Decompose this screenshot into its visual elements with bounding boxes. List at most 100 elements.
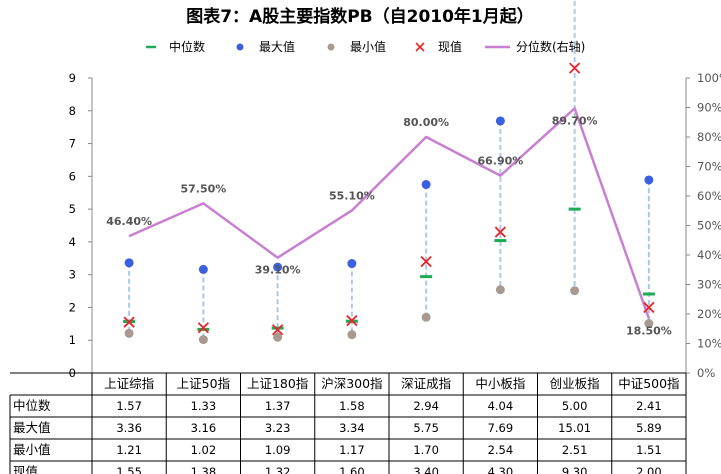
right-tick-label: 100% — [697, 71, 721, 85]
category-label: 上证180指 — [247, 376, 308, 391]
category-label: 创业板指 — [550, 376, 600, 391]
left-tick-label: 8 — [69, 104, 76, 118]
axis-ticks: 01234567890%10%20%30%40%50%60%70%80%90%1… — [69, 71, 721, 380]
left-tick-label: 5 — [69, 202, 76, 216]
left-tick-label: 4 — [69, 235, 76, 249]
table-cell: 3.40 — [413, 465, 439, 474]
table-cell: 5.00 — [562, 399, 588, 413]
left-tick-label: 7 — [69, 137, 76, 151]
legend-min-marker — [327, 43, 335, 51]
percentile-data-label: 46.40% — [106, 215, 152, 228]
table-row-label: 现值 — [13, 464, 38, 474]
table-cell: 1.55 — [116, 465, 142, 474]
min-point — [421, 312, 431, 322]
category-label: 沪深300指 — [321, 376, 382, 391]
table-cell: 1.57 — [116, 399, 142, 413]
table-cell: 1.32 — [265, 465, 291, 474]
right-tick-label: 40% — [697, 248, 721, 262]
percentile-data-label: 39.10% — [255, 264, 301, 277]
max-point — [495, 116, 505, 126]
table-cell: 2.54 — [488, 443, 514, 457]
percentile-data-label: 89.70% — [552, 114, 598, 127]
category-label: 中证500指 — [618, 376, 679, 391]
current-marker — [568, 62, 581, 74]
right-tick-label: 10% — [697, 337, 721, 351]
current-marker — [494, 226, 507, 238]
legend-max-label: 最大值 — [259, 39, 295, 54]
percentile-line — [128, 107, 651, 319]
table-cell: 1.51 — [636, 443, 662, 457]
table-cell: 3.16 — [191, 421, 217, 435]
table-cell: 1.09 — [265, 443, 291, 457]
legend-current-label: 现值 — [438, 39, 462, 54]
category-label: 上证50指 — [177, 376, 230, 391]
current-marker — [271, 324, 284, 336]
right-tick-label: 50% — [697, 219, 721, 233]
table-cell: 1.58 — [339, 399, 365, 413]
min-point — [347, 330, 357, 340]
table-cell: 2.94 — [413, 399, 439, 413]
table-row-label: 中位数 — [13, 398, 51, 413]
table-cell: 1.17 — [339, 443, 365, 457]
min-point — [644, 319, 654, 329]
legend-min-label: 最小值 — [350, 39, 386, 54]
legend-percentile-label: 分位数(右轴) — [516, 39, 585, 54]
current-marker — [197, 322, 210, 334]
percentile-data-label: 57.50% — [180, 182, 226, 195]
table-cell: 3.36 — [116, 421, 142, 435]
category-label: 中小板指 — [475, 376, 525, 391]
legend: 中位数 最大值 最小值 现值 分位数(右轴) — [146, 39, 585, 54]
right-tick-label: 30% — [697, 278, 721, 292]
percentile-data-label: 55.10% — [329, 189, 375, 202]
left-tick-label: 2 — [69, 300, 76, 314]
left-tick-label: 6 — [69, 169, 76, 183]
legend-current-marker — [415, 42, 425, 52]
chart-title: 图表7：A股主要指数PB（自2010年1月起） — [186, 6, 534, 27]
max-point — [198, 264, 208, 274]
left-tick-label: 1 — [69, 333, 76, 347]
current-marker — [123, 316, 135, 328]
legend-max-marker — [236, 43, 244, 51]
right-tick-label: 60% — [697, 189, 721, 203]
table-cell: 5.89 — [636, 421, 662, 435]
current-marker — [643, 301, 655, 314]
category-label: 深证成指 — [401, 376, 451, 391]
table-cell: 15.01 — [558, 421, 591, 435]
table-cell: 1.37 — [265, 399, 291, 413]
table-cell: 3.23 — [265, 421, 291, 435]
table-cell: 1.33 — [191, 399, 217, 413]
table-cell: 5.75 — [413, 421, 439, 435]
table-cell: 1.21 — [116, 443, 142, 457]
min-point — [273, 332, 283, 342]
max-point — [273, 262, 283, 272]
right-tick-label: 20% — [697, 307, 721, 321]
table-cell: 4.30 — [488, 465, 514, 474]
right-tick-label: 70% — [697, 160, 721, 174]
table-cell: 1.02 — [191, 443, 217, 457]
percentile-data-label: 66.90% — [477, 155, 523, 168]
table-cell: 1.38 — [191, 465, 217, 474]
percentile-data-label: 18.50% — [626, 324, 672, 337]
left-tick-label: 3 — [69, 268, 76, 282]
table-cell: 3.34 — [339, 421, 365, 435]
data-table: 上证综指 上证50指 上证180指 沪深300指 深证成指 中小板指 创业板指 中证500指中… — [9, 372, 687, 474]
table-cell: 1.60 — [339, 465, 365, 474]
percentile-data-label: 80.00% — [403, 116, 449, 129]
table-cell: 2.51 — [562, 443, 588, 457]
table-cell: 2.41 — [636, 399, 662, 413]
max-point — [347, 259, 357, 269]
current-marker — [346, 314, 358, 327]
table-row-label: 最大值 — [13, 420, 51, 435]
min-point — [495, 285, 505, 295]
min-point — [570, 286, 580, 296]
table-row-label: 最小值 — [13, 442, 51, 457]
min-point — [198, 335, 208, 345]
category-label: 上证综指 — [104, 376, 154, 391]
table-cell: 4.04 — [488, 399, 514, 413]
legend-median-label: 中位数 — [169, 39, 205, 54]
table-cell: 7.69 — [488, 421, 514, 435]
min-point — [124, 328, 134, 338]
table-cell: 9.30 — [562, 465, 588, 474]
right-tick-label: 80% — [697, 130, 721, 144]
